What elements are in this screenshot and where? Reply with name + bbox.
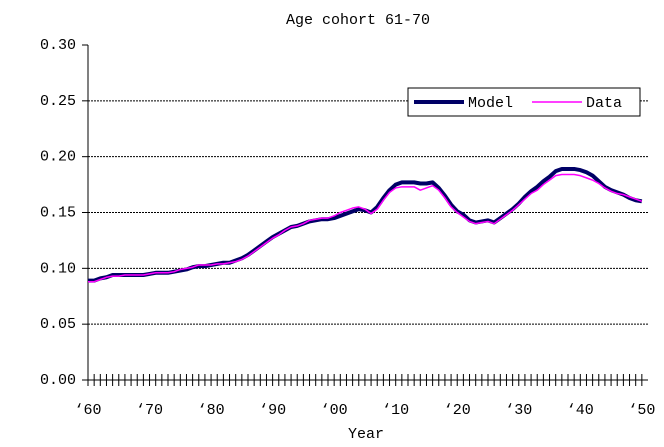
x-tick-label: ‘80 xyxy=(198,402,225,419)
y-tick-label: 0.05 xyxy=(40,316,76,333)
x-tick-label: ‘40 xyxy=(567,402,594,419)
x-tick-label: ‘10 xyxy=(382,402,409,419)
series-line xyxy=(88,173,643,283)
x-tick-label: ‘60 xyxy=(74,402,101,419)
x-tick-label: ‘70 xyxy=(136,402,163,419)
y-tick-label: 0.30 xyxy=(40,37,76,54)
series-line xyxy=(88,166,643,283)
x-tick-label: ‘00 xyxy=(321,402,348,419)
y-tick-label: 0.20 xyxy=(40,149,76,166)
x-tick-label: ‘30 xyxy=(505,402,532,419)
y-tick-label: 0.00 xyxy=(40,372,76,389)
x-tick-label: ‘50 xyxy=(628,402,655,419)
chart-title: Age cohort 61-70 xyxy=(286,12,430,29)
legend-box xyxy=(407,87,641,117)
legend-label: Data xyxy=(586,95,622,112)
y-tick-label: 0.15 xyxy=(40,204,76,221)
y-tick-label: 0.25 xyxy=(40,93,76,110)
x-tick-label: ‘90 xyxy=(259,402,286,419)
legend-label: Model xyxy=(468,95,513,112)
x-tick-label: ‘20 xyxy=(444,402,471,419)
y-tick-label: 0.10 xyxy=(40,260,76,277)
x-axis-label: Year xyxy=(348,426,384,443)
